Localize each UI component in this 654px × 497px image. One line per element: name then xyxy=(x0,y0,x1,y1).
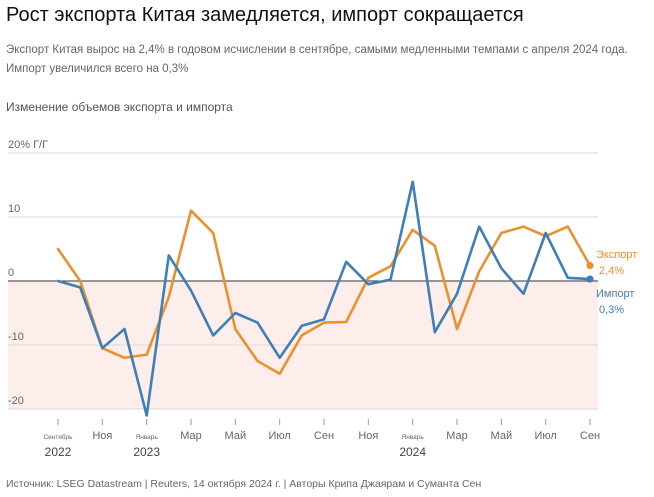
export-series-name: Экспорт xyxy=(596,249,637,261)
x-tick-label: Ноя xyxy=(358,430,378,442)
import-end-value: 0,3% xyxy=(599,304,624,316)
x-tick-layer: Сентябрь Ноя Январь Мар Май Июл Сен Ноя Январь Ма… xyxy=(43,419,600,459)
y-tick-label: 0 xyxy=(8,267,14,279)
x-tick-label: Январь xyxy=(136,434,159,441)
x-tick-label: Май xyxy=(491,430,513,442)
y-tick-label: -20 xyxy=(8,395,24,407)
x-tick-label: Июл xyxy=(268,430,290,442)
x-year-label: 2024 xyxy=(399,445,426,459)
x-tick-label: Январь xyxy=(402,434,425,441)
y-tick-label: -10 xyxy=(8,331,24,343)
x-tick-label: Ноя xyxy=(92,430,112,442)
end-label-layer: Экспорт 2,4% Импорт 0,3% xyxy=(596,249,637,316)
y-tick-layer: 20% Г/Г 10 0 -10 -20 xyxy=(8,139,48,407)
series-layer xyxy=(56,180,594,417)
x-tick-label: Сен xyxy=(580,430,600,442)
x-year-label: 2022 xyxy=(45,445,72,459)
export-end-value: 2,4% xyxy=(599,265,624,277)
x-tick-label: Мар xyxy=(446,430,468,442)
y-tick-label: 20% Г/Г xyxy=(8,139,48,151)
chart-subtitle: Экспорт Китая вырос на 2,4% в годовом ис… xyxy=(6,44,628,75)
x-year-label: 2023 xyxy=(133,445,160,459)
x-tick-label: Сентябрь xyxy=(43,433,73,441)
chart-title: Рост экспорта Китая замедляется, импорт … xyxy=(6,4,524,26)
chart-section-label: Изменение объемов экспорта и импорта xyxy=(6,100,233,114)
x-tick-label: Сен xyxy=(314,430,334,442)
x-tick-label: Май xyxy=(225,430,247,442)
export-point xyxy=(586,262,594,270)
import-series-name: Импорт xyxy=(596,288,634,300)
import-point xyxy=(586,275,594,283)
y-tick-label: 10 xyxy=(8,203,20,215)
x-tick-label: Мар xyxy=(180,430,202,442)
x-tick-label: Июл xyxy=(534,430,556,442)
source-note: Источник: LSEG Datastream | Reuters, 14 … xyxy=(6,478,482,490)
